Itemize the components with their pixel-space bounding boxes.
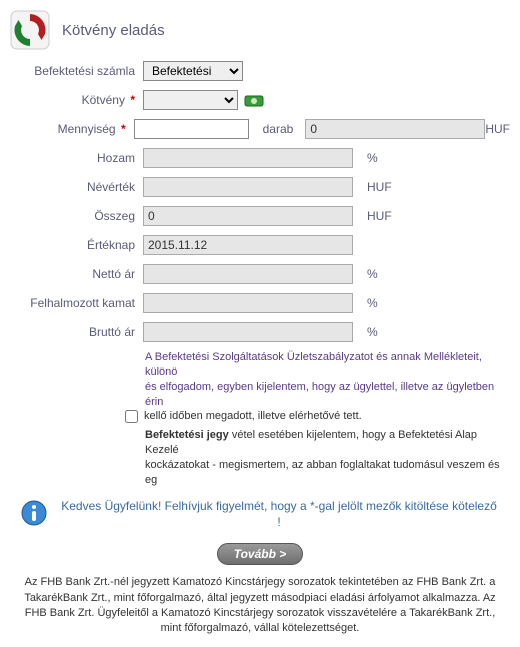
- net-label: Nettó ár: [10, 267, 143, 281]
- gross-unit: %: [367, 325, 378, 339]
- face-value: [143, 177, 353, 197]
- accint-unit: %: [367, 296, 378, 310]
- valdate-label: Értéknap: [10, 238, 143, 252]
- accint-value: [143, 293, 353, 313]
- terms-block-2: Befektetési jegy vétel esetében kijelent…: [145, 428, 510, 487]
- qty-label: Mennyiség *: [10, 122, 134, 136]
- terms-line: A Befektetési Szolgáltatások Üzletszabál…: [145, 350, 510, 380]
- bond-select[interactable]: [143, 90, 238, 110]
- face-label: Névérték: [10, 180, 143, 194]
- required-mark: *: [130, 93, 135, 107]
- yield-value: [143, 148, 353, 168]
- notice-row: Kedves Ügyfelünk! Felhívjuk figyelmét, h…: [20, 498, 500, 532]
- terms-block: A Befektetési Szolgáltatások Üzletszabál…: [145, 350, 510, 424]
- terms-checkbox[interactable]: [125, 410, 138, 423]
- net-value: [143, 264, 353, 284]
- footer-text: Az FHB Bank Zrt.-nél jegyzett Kamatozó K…: [10, 575, 510, 637]
- qty-unit: darab: [263, 122, 294, 136]
- exchange-icon: [10, 10, 50, 50]
- yield-unit: %: [367, 151, 378, 165]
- account-select[interactable]: Befektetési: [143, 61, 243, 81]
- info-icon: [20, 499, 48, 530]
- yield-label: Hozam: [10, 151, 143, 165]
- total-value: 0: [143, 206, 353, 226]
- accint-label: Felhalmozott kamat: [10, 296, 143, 310]
- terms-line: és elfogadom, egyben kijelentem, hogy az…: [145, 380, 510, 410]
- qty-input[interactable]: [134, 119, 249, 139]
- page-title: Kötvény eladás: [62, 22, 165, 39]
- next-button[interactable]: Tovább >: [217, 543, 304, 565]
- qty-calc-unit: HUF: [485, 122, 510, 136]
- required-mark: *: [121, 122, 126, 136]
- total-label: Összeg: [10, 209, 143, 223]
- qty-calc: 0: [305, 119, 485, 139]
- money-icon: [244, 93, 264, 107]
- total-unit: HUF: [367, 209, 392, 223]
- notice-text: Kedves Ügyfelünk! Felhívjuk figyelmét, h…: [58, 498, 500, 532]
- net-unit: %: [367, 267, 378, 281]
- gross-value: [143, 322, 353, 342]
- account-label: Befektetési számla: [10, 64, 143, 78]
- terms-line: kellő időben megadott, illetve elérhetőv…: [144, 409, 362, 424]
- bond-label: Kötvény *: [10, 93, 143, 107]
- gross-label: Bruttó ár: [10, 325, 143, 339]
- terms-bold: Befektetési jegy: [145, 429, 229, 441]
- face-unit: HUF: [367, 180, 392, 194]
- valdate-value: 2015.11.12: [143, 235, 353, 255]
- page-header: Kötvény eladás: [10, 10, 510, 50]
